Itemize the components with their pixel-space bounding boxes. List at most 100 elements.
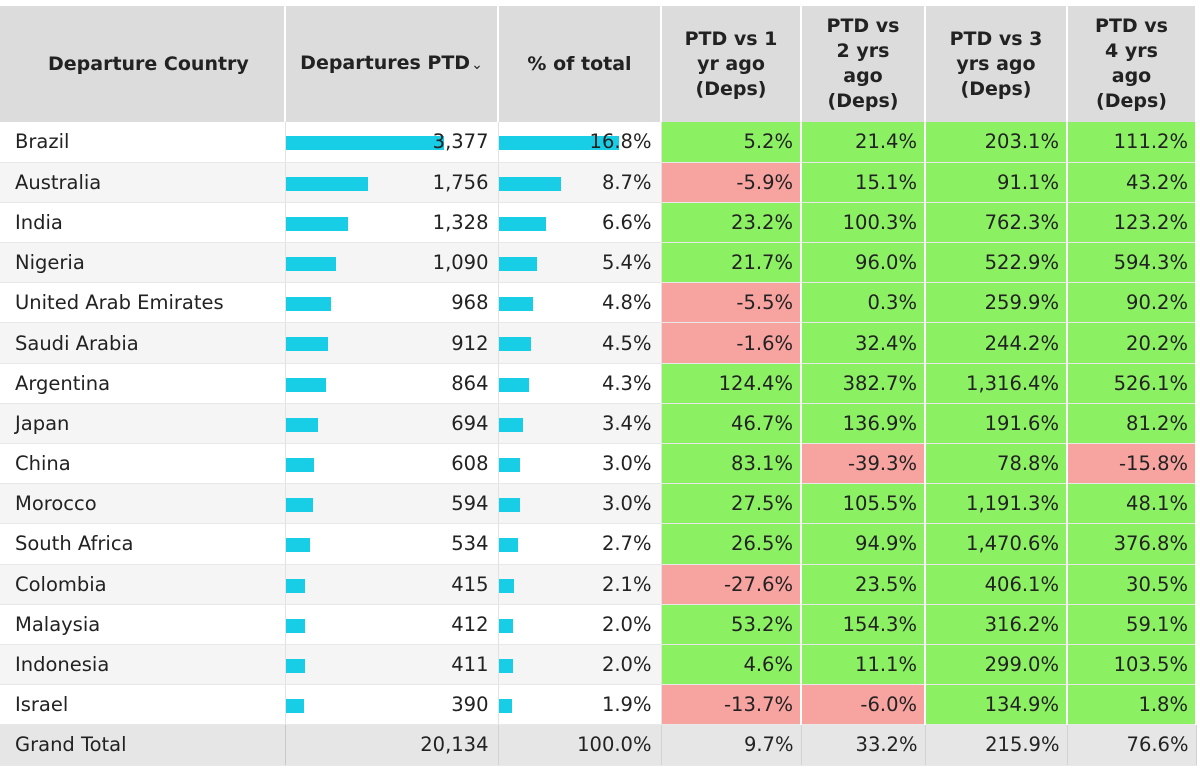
vs4-cell: 59.1% [1067, 604, 1197, 645]
pct-total-bar [498, 578, 514, 593]
vs2-cell: 15.1% [801, 162, 926, 203]
vs1-cell: 124.4% [661, 363, 802, 404]
header-vs2-line: (Deps) [827, 90, 899, 112]
vs2-cell: 21.4% [801, 122, 926, 163]
vs3-cell: 522.9% [925, 242, 1068, 284]
departures-cell: 3,377 [285, 122, 499, 163]
departures-value: 594 [451, 492, 489, 516]
header-vs2-line: 2 yrs [836, 40, 890, 62]
grand-total-pct: 100.0% [498, 724, 662, 766]
grand-total-vs2: 33.2% [801, 724, 926, 766]
pct-total-bar [498, 377, 530, 392]
header-departure-country[interactable]: Departure Country [0, 6, 286, 122]
header-departures-label: Departures PTD [300, 51, 471, 74]
vs3-cell: 299.0% [925, 644, 1068, 686]
grand-total-label: Grand Total [0, 724, 286, 766]
pct-total-cell: 4.5% [498, 322, 662, 364]
pct-total-bar [498, 458, 520, 472]
table-row[interactable]: South Africa 534 2.7% 26.5% 94.9% 1,470.6% 376… [0, 523, 1197, 565]
header-vs-3yr[interactable]: PTD vs 3 yrs ago (Deps) [925, 6, 1068, 122]
pct-total-cell: 4.3% [498, 363, 662, 404]
grand-total-row: Grand Total 20,134 100.0% 9.7% 33.2% 215.9% 76… [0, 724, 1197, 766]
pct-total-value: 3.4% [601, 411, 652, 435]
vs1-cell: -5.9% [661, 162, 802, 203]
vs3-cell: 259.9% [925, 282, 1068, 324]
departures-cell: 864 [285, 363, 499, 404]
table-row[interactable]: Japan 694 3.4% 46.7% 136.9% 191.6% 81.2% [0, 403, 1197, 445]
pct-total-cell: 2.0% [498, 604, 662, 645]
departures-cell: 415 [285, 564, 499, 605]
country-cell: South Africa [0, 523, 286, 565]
header-pct-total[interactable]: % of total [498, 6, 662, 122]
table-row[interactable]: Argentina 864 4.3% 124.4% 382.7% 1,316.4% 526.… [0, 363, 1197, 404]
pct-total-value: 2.0% [601, 653, 652, 677]
vs3-cell: 91.1% [925, 162, 1068, 203]
pct-total-cell: 16.8% [498, 122, 662, 163]
header-vs-4yr[interactable]: PTD vs 4 yrs ago (Deps) [1067, 6, 1197, 122]
vs1-cell: 4.6% [661, 644, 802, 686]
table-row[interactable]: Nigeria 1,090 5.4% 21.7% 96.0% 522.9% 594.3% [0, 242, 1197, 284]
table-row[interactable]: Brazil 3,377 16.8% 5.2% 21.4% 203.1% 111.2% [0, 122, 1197, 163]
departures-value: 415 [451, 572, 489, 596]
vs4-cell: 90.2% [1067, 282, 1197, 324]
vs4-cell: 123.2% [1067, 202, 1197, 244]
departures-value: 1,328 [432, 210, 489, 234]
pct-total-bar [498, 337, 531, 352]
vs4-cell: -15.8% [1067, 443, 1197, 485]
sort-descending-icon[interactable]: ⌄ [471, 56, 483, 73]
pct-total-cell: 2.7% [498, 523, 662, 565]
departures-cell: 1,328 [285, 202, 499, 244]
pct-total-bar [498, 136, 619, 150]
vs2-cell: 154.3% [801, 604, 926, 645]
vs2-cell: 11.1% [801, 644, 926, 686]
header-vs-2yr[interactable]: PTD vs 2 yrs ago (Deps) [801, 6, 926, 122]
departures-bar [285, 538, 311, 553]
vs3-cell: 1,316.4% [925, 363, 1068, 404]
departures-cell: 968 [285, 282, 499, 324]
departures-cell: 534 [285, 523, 499, 565]
departures-value: 412 [451, 612, 489, 636]
table-row[interactable]: Saudi Arabia 912 4.5% -1.6% 32.4% 244.2% 20.2% [0, 322, 1197, 364]
header-country-label: Departure Country [48, 52, 249, 75]
vs4-cell: 111.2% [1067, 122, 1197, 163]
pct-total-value: 8.7% [601, 170, 652, 194]
table-row[interactable]: Australia 1,756 8.7% -5.9% 15.1% 91.1% 43.2% [0, 162, 1197, 203]
vs1-cell: 5.2% [661, 122, 802, 163]
table-row[interactable]: India 1,328 6.6% 23.2% 100.3% 762.3% 123.2% [0, 202, 1197, 244]
departures-bar [285, 498, 314, 513]
pct-total-value: 3.0% [601, 492, 652, 516]
table-row[interactable]: Israel 390 1.9% -13.7% -6.0% 134.9% 1.8% [0, 684, 1197, 726]
departures-bar [285, 458, 314, 472]
departures-bar [285, 257, 337, 272]
departures-value: 1,756 [432, 170, 489, 194]
header-pct-total-label: % of total [527, 52, 632, 75]
pct-total-value: 1.9% [601, 693, 652, 717]
pct-total-bar [498, 699, 513, 714]
table-row[interactable]: Morocco 594 3.0% 27.5% 105.5% 1,191.3% 48.1% [0, 483, 1197, 525]
table-row[interactable]: United Arab Emirates 968 4.8% -5.5% 0.3% 259.… [0, 282, 1197, 324]
country-cell: Japan [0, 403, 286, 445]
vs3-cell: 244.2% [925, 322, 1068, 364]
header-vs1-line: (Deps) [695, 77, 767, 100]
departures-table: Departure Country Departures PTD⌄ % of t… [0, 6, 1197, 766]
header-vs-1yr[interactable]: PTD vs 1 yr ago (Deps) [661, 6, 802, 122]
departures-cell: 411 [285, 644, 499, 686]
table-row[interactable]: Colombia 415 2.1% -27.6% 23.5% 406.1% 30.5% [0, 564, 1197, 605]
table-row[interactable]: Malaysia 412 2.0% 53.2% 154.3% 316.2% 59.1% [0, 604, 1197, 645]
header-departures-ptd[interactable]: Departures PTD⌄ [285, 6, 499, 122]
country-cell: India [0, 202, 286, 244]
header-vs4-line: (Deps) [1096, 90, 1167, 112]
vs4-cell: 103.5% [1067, 644, 1197, 686]
departures-value: 411 [451, 653, 489, 677]
vs1-cell: 21.7% [661, 242, 802, 284]
vs2-cell: -39.3% [801, 443, 926, 485]
table-row[interactable]: China 608 3.0% 83.1% -39.3% 78.8% -15.8% [0, 443, 1197, 485]
table-row[interactable]: Indonesia 411 2.0% 4.6% 11.1% 299.0% 103.5% [0, 644, 1197, 686]
pct-total-bar [498, 297, 533, 312]
departures-bar [285, 578, 305, 593]
vs4-cell: 30.5% [1067, 564, 1197, 605]
country-cell: Australia [0, 162, 286, 203]
grand-total-vs1: 9.7% [661, 724, 802, 766]
departures-cell: 694 [285, 403, 499, 445]
country-cell: Indonesia [0, 644, 286, 686]
